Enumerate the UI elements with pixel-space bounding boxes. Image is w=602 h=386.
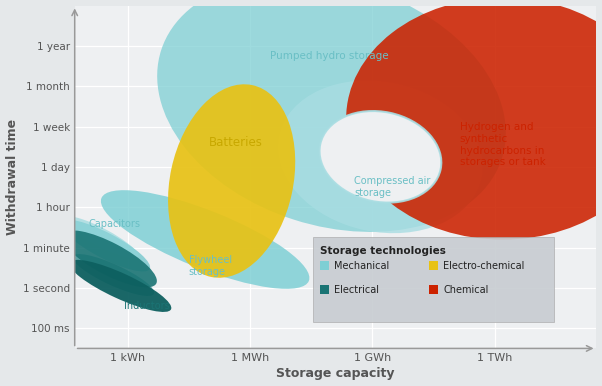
- Text: Pumped hydro storage: Pumped hydro storage: [270, 51, 389, 61]
- Ellipse shape: [73, 254, 154, 296]
- Bar: [429, 286, 438, 295]
- Text: Electrical: Electrical: [334, 285, 379, 295]
- Text: Mechanical: Mechanical: [334, 261, 389, 271]
- Text: Batteries: Batteries: [209, 136, 263, 149]
- Ellipse shape: [157, 0, 506, 232]
- Y-axis label: Withdrawal time: Withdrawal time: [5, 119, 19, 235]
- FancyBboxPatch shape: [313, 237, 554, 322]
- Bar: [429, 261, 438, 270]
- Text: Hydrogen and
synthetic
hydrocarbons in
storages or tank: Hydrogen and synthetic hydrocarbons in s…: [460, 122, 545, 167]
- Ellipse shape: [69, 260, 172, 312]
- X-axis label: Storage capacity: Storage capacity: [276, 367, 395, 381]
- Ellipse shape: [60, 220, 150, 271]
- Ellipse shape: [62, 230, 157, 287]
- Text: Inductors: Inductors: [123, 301, 169, 311]
- Text: Electro-chemical: Electro-chemical: [443, 261, 524, 271]
- Ellipse shape: [101, 190, 309, 289]
- Ellipse shape: [168, 84, 295, 278]
- Bar: [320, 261, 329, 270]
- Ellipse shape: [64, 217, 138, 259]
- Ellipse shape: [346, 0, 602, 240]
- Text: Compressed air
storage: Compressed air storage: [354, 176, 430, 198]
- Bar: [320, 286, 329, 295]
- Text: Flywheel
storage: Flywheel storage: [189, 255, 232, 276]
- Text: Capacitors: Capacitors: [89, 219, 141, 229]
- Ellipse shape: [278, 80, 483, 233]
- Text: Chemical: Chemical: [443, 285, 489, 295]
- Text: Storage technologies: Storage technologies: [320, 246, 446, 256]
- Ellipse shape: [320, 111, 441, 203]
